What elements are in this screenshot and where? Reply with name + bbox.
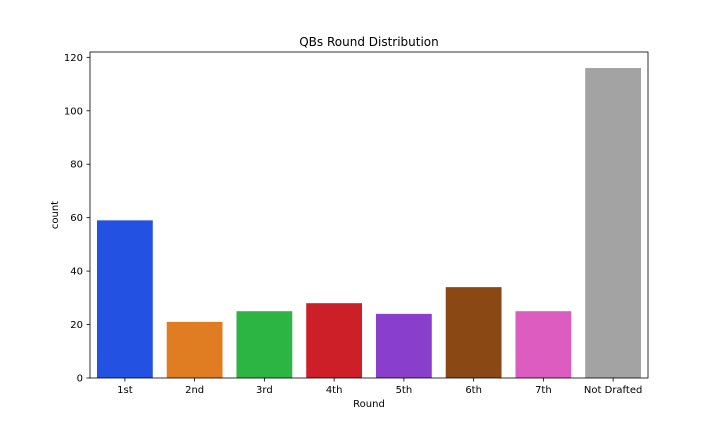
x-tick-label: 6th: [465, 385, 482, 396]
bar-3rd: [236, 311, 293, 378]
y-tick-label: 0: [77, 374, 83, 385]
bar-5th: [375, 313, 432, 378]
x-ticks: 1st 2nd 3rd 4th 5th 6th 7th Not Drafted: [117, 378, 642, 396]
bar-7th: [515, 311, 572, 378]
plot-frame: [89, 51, 649, 379]
x-tick-label: 7th: [535, 385, 552, 396]
bar-4th: [306, 303, 363, 378]
y-tick-label: 100: [64, 106, 83, 117]
x-tick-label: 1st: [117, 385, 133, 396]
y-tick-label: 20: [70, 320, 83, 331]
y-axis-label: count: [50, 201, 61, 229]
x-tick-label: 5th: [396, 385, 413, 396]
x-tick-label: Not Drafted: [584, 385, 642, 396]
x-axis-label: Round: [353, 399, 385, 410]
y-tick-label: 120: [64, 53, 83, 64]
chart-title: QBs Round Distribution: [299, 35, 439, 49]
bar-6th: [445, 287, 502, 378]
bar-not-drafted: [585, 68, 642, 379]
bar-1st: [96, 220, 153, 378]
axes-layer: [89, 51, 649, 379]
bars-layer: [96, 68, 642, 379]
y-tick-label: 80: [70, 160, 83, 171]
x-tick-label: 2nd: [185, 385, 204, 396]
x-tick-label: 3rd: [256, 385, 273, 396]
bar-2nd: [166, 321, 223, 378]
y-ticks: 0 20 40 60 80 100 120: [64, 53, 90, 385]
y-tick-label: 60: [70, 213, 83, 224]
y-tick-label: 40: [70, 267, 83, 278]
x-tick-label: 4th: [326, 385, 343, 396]
